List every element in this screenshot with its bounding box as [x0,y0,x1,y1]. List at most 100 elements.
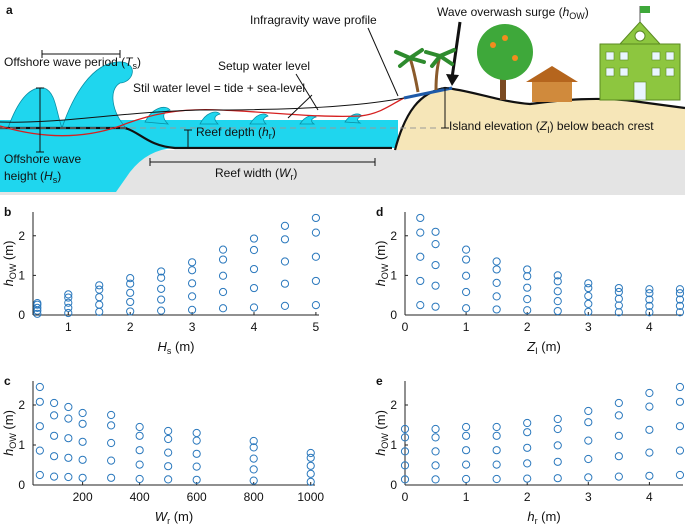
depth-bracket [184,129,192,149]
point [280,221,290,230]
point [416,213,425,223]
label: Stil water level = tide + sea-level [133,81,305,95]
label: Wave overwash surge (hOW) [437,5,589,21]
point [35,382,44,392]
point [249,465,258,474]
x-tick-label: 5 [313,320,320,334]
point [35,422,44,431]
label: Offshore wave [4,152,81,166]
point [431,302,440,311]
label-main: W [155,509,169,524]
point [431,447,440,456]
label-sub: OW [8,263,18,279]
point [553,424,562,434]
point [249,303,259,312]
point [107,421,116,430]
point [584,307,593,316]
arrow-head [446,74,459,86]
period-bracket [41,50,121,58]
point [461,446,471,455]
point [614,431,623,440]
point [584,279,593,288]
label-main: h [373,279,388,286]
point [400,424,410,434]
y-axis-label: hOW (m) [373,241,390,287]
label-unit: (m) [373,410,388,433]
point [431,461,440,470]
tree-trunk [500,70,506,100]
point [311,276,321,286]
height-bracket [36,87,44,153]
overwash-lens [403,86,453,100]
point [280,301,290,310]
point [553,474,562,483]
point [64,298,73,307]
point [431,260,440,270]
point [280,235,290,244]
point [523,428,532,437]
point [675,446,685,455]
point [584,291,593,301]
y-axis-label: hOW (m) [373,410,390,456]
point [492,431,501,440]
point [645,308,654,317]
point [400,461,410,470]
x-tick-label: 1 [65,320,72,334]
y-tick-label: 0 [390,478,397,492]
point [431,475,440,484]
palm-leaves [394,48,456,68]
point [523,272,532,281]
point [33,299,42,308]
point [64,303,73,312]
point [50,472,59,481]
point [249,443,258,452]
point [35,446,44,455]
panel-label: c [4,374,11,388]
point [192,428,201,438]
point [218,304,228,313]
x-tick-label: 0 [402,490,409,504]
point [107,410,116,420]
label-sub: OW [380,263,390,279]
panel-label: a [6,3,13,17]
point [157,306,166,315]
point [614,452,623,461]
y-tick-label: 2 [390,229,397,243]
tree-crown [477,24,533,80]
point [675,301,685,310]
point [157,284,166,293]
point [523,443,532,452]
point [675,422,685,431]
point [523,295,532,304]
point [553,441,562,450]
point [192,436,201,445]
elevation-bracket [441,87,449,129]
point [645,425,654,434]
point [614,283,623,293]
point [187,305,197,314]
point [306,469,315,478]
label-main: Z [526,339,536,354]
y-axis-label: hOW (m) [1,241,18,287]
point [523,459,532,468]
point [461,422,471,432]
point [164,434,173,444]
x-tick-label: 4 [646,490,653,504]
point [306,461,315,470]
point [249,245,259,255]
point [249,283,259,293]
point [492,305,501,314]
point [78,437,87,446]
point [461,245,471,254]
point [553,287,562,296]
point [249,476,258,485]
x-tick-label: 3 [189,320,196,334]
point [306,453,315,462]
fruit [502,35,508,41]
point [64,308,73,318]
label-unit: (m) [373,241,388,264]
point [645,471,654,480]
point [311,300,321,310]
point [95,293,104,302]
